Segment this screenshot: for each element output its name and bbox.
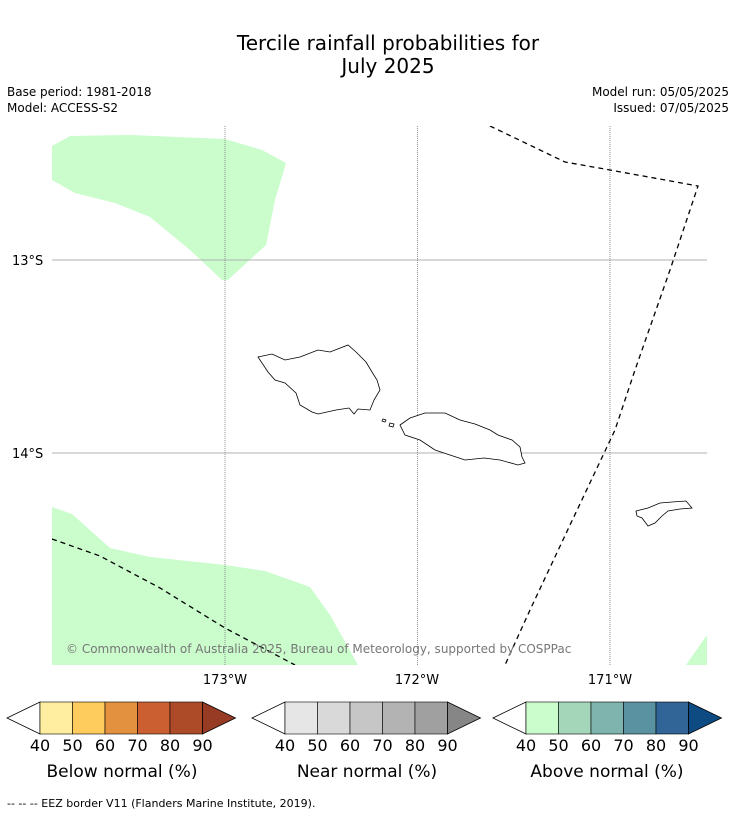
colorbar-tick-label: 80 (160, 736, 180, 755)
map-area: © Commonwealth of Australia 2025, Bureau… (52, 126, 707, 665)
colorbar-tick-label: 90 (192, 736, 212, 755)
colorbar-segment (349, 701, 383, 735)
chart-title: Tercile rainfall probabilities for July … (0, 32, 736, 78)
colorbar-segment (284, 701, 318, 735)
manono-islet (388, 422, 395, 428)
legend-title-near: Near normal (%) (296, 762, 438, 782)
apolima-islet (381, 418, 387, 423)
colorbar-tick-label: 40 (30, 736, 50, 755)
eez-footnote: -- -- -- EEZ border V11 (Flanders Marine… (7, 797, 316, 810)
tutuila-island (635, 500, 693, 527)
colorbar-segment (525, 701, 559, 735)
meta-left: Base period: 1981-2018 Model: ACCESS-S2 (7, 84, 152, 116)
colorbar-1: 40 50 60 70 80 90 (251, 701, 482, 755)
colorbar-segment (169, 701, 203, 735)
colorbar-2: 40 50 60 70 80 90 (492, 701, 723, 755)
colorbar-tick-label: 40 (516, 736, 536, 755)
colorbar-segment (317, 701, 351, 735)
colorbar-tick-label: 60 (581, 736, 601, 755)
colorbar-segment (558, 701, 592, 735)
colorbar-extend-min (251, 701, 286, 735)
colorbar-tick-label: 50 (62, 736, 82, 755)
colorbar-tick-label: 90 (437, 736, 457, 755)
colorbar-extend-min (6, 701, 41, 735)
colorbar-segment (382, 701, 416, 735)
colorbar-segment (414, 701, 448, 735)
colorbar-segment (39, 701, 73, 735)
colorbar-tick-label: 60 (340, 736, 360, 755)
meta-right: Model run: 05/05/2025 Issued: 07/05/2025 (592, 84, 729, 116)
model-run-text: Model run: 05/05/2025 (591, 85, 729, 99)
colorbar-segment (590, 701, 624, 735)
base-period-text: Base period: 1981-2018 (7, 85, 152, 99)
eez-border-southwest (52, 538, 296, 665)
colorbar-extend-max (447, 701, 482, 735)
colorbar-tick-label: 70 (372, 736, 392, 755)
title-line-2: July 2025 (341, 54, 435, 78)
model-text: Model: ACCESS-S2 (7, 101, 119, 115)
copyright-text: © Commonwealth of Australia 2025, Bureau… (66, 642, 571, 656)
colorbar-extend-max (202, 701, 237, 735)
above-normal-region-south (52, 507, 358, 665)
above-normal-region-north (52, 135, 286, 280)
colorbar-segment (104, 701, 138, 735)
colorbar-segment (655, 701, 689, 735)
lon-label-172w: 172°W (395, 673, 439, 688)
colorbar-tick-label: 50 (307, 736, 327, 755)
lat-label-14s: 14°S (12, 447, 43, 462)
lat-label-13s: 13°S (12, 254, 43, 269)
colorbar-extend-max (688, 701, 723, 735)
legend-title-above: Above normal (%) (530, 762, 684, 782)
colorbar-tick-label: 40 (275, 736, 295, 755)
colorbar-tick-label: 70 (613, 736, 633, 755)
above-normal-region-southeast (686, 635, 707, 665)
colorbar-tick-label: 60 (95, 736, 115, 755)
title-line-1: Tercile rainfall probabilities for (236, 31, 540, 55)
colorbar-segment (137, 701, 171, 735)
colorbar-segment (72, 701, 106, 735)
legend-title-below: Below normal (%) (46, 762, 198, 782)
savaii-island (257, 344, 381, 415)
colorbar-tick-label: 80 (405, 736, 425, 755)
colorbar-extend-min (492, 701, 527, 735)
issued-text: Issued: 07/05/2025 (613, 101, 729, 115)
colorbar-tick-label: 70 (127, 736, 147, 755)
colorbar-tick-label: 80 (646, 736, 666, 755)
colorbar-0: 40 50 60 70 80 90 (6, 701, 237, 755)
colorbar-segment (623, 701, 657, 735)
lon-label-171w: 171°W (588, 673, 632, 688)
colorbar-tick-label: 50 (548, 736, 568, 755)
upolu-island (399, 412, 526, 466)
lon-label-173w: 173°W (203, 673, 247, 688)
colorbar-tick-label: 90 (678, 736, 698, 755)
